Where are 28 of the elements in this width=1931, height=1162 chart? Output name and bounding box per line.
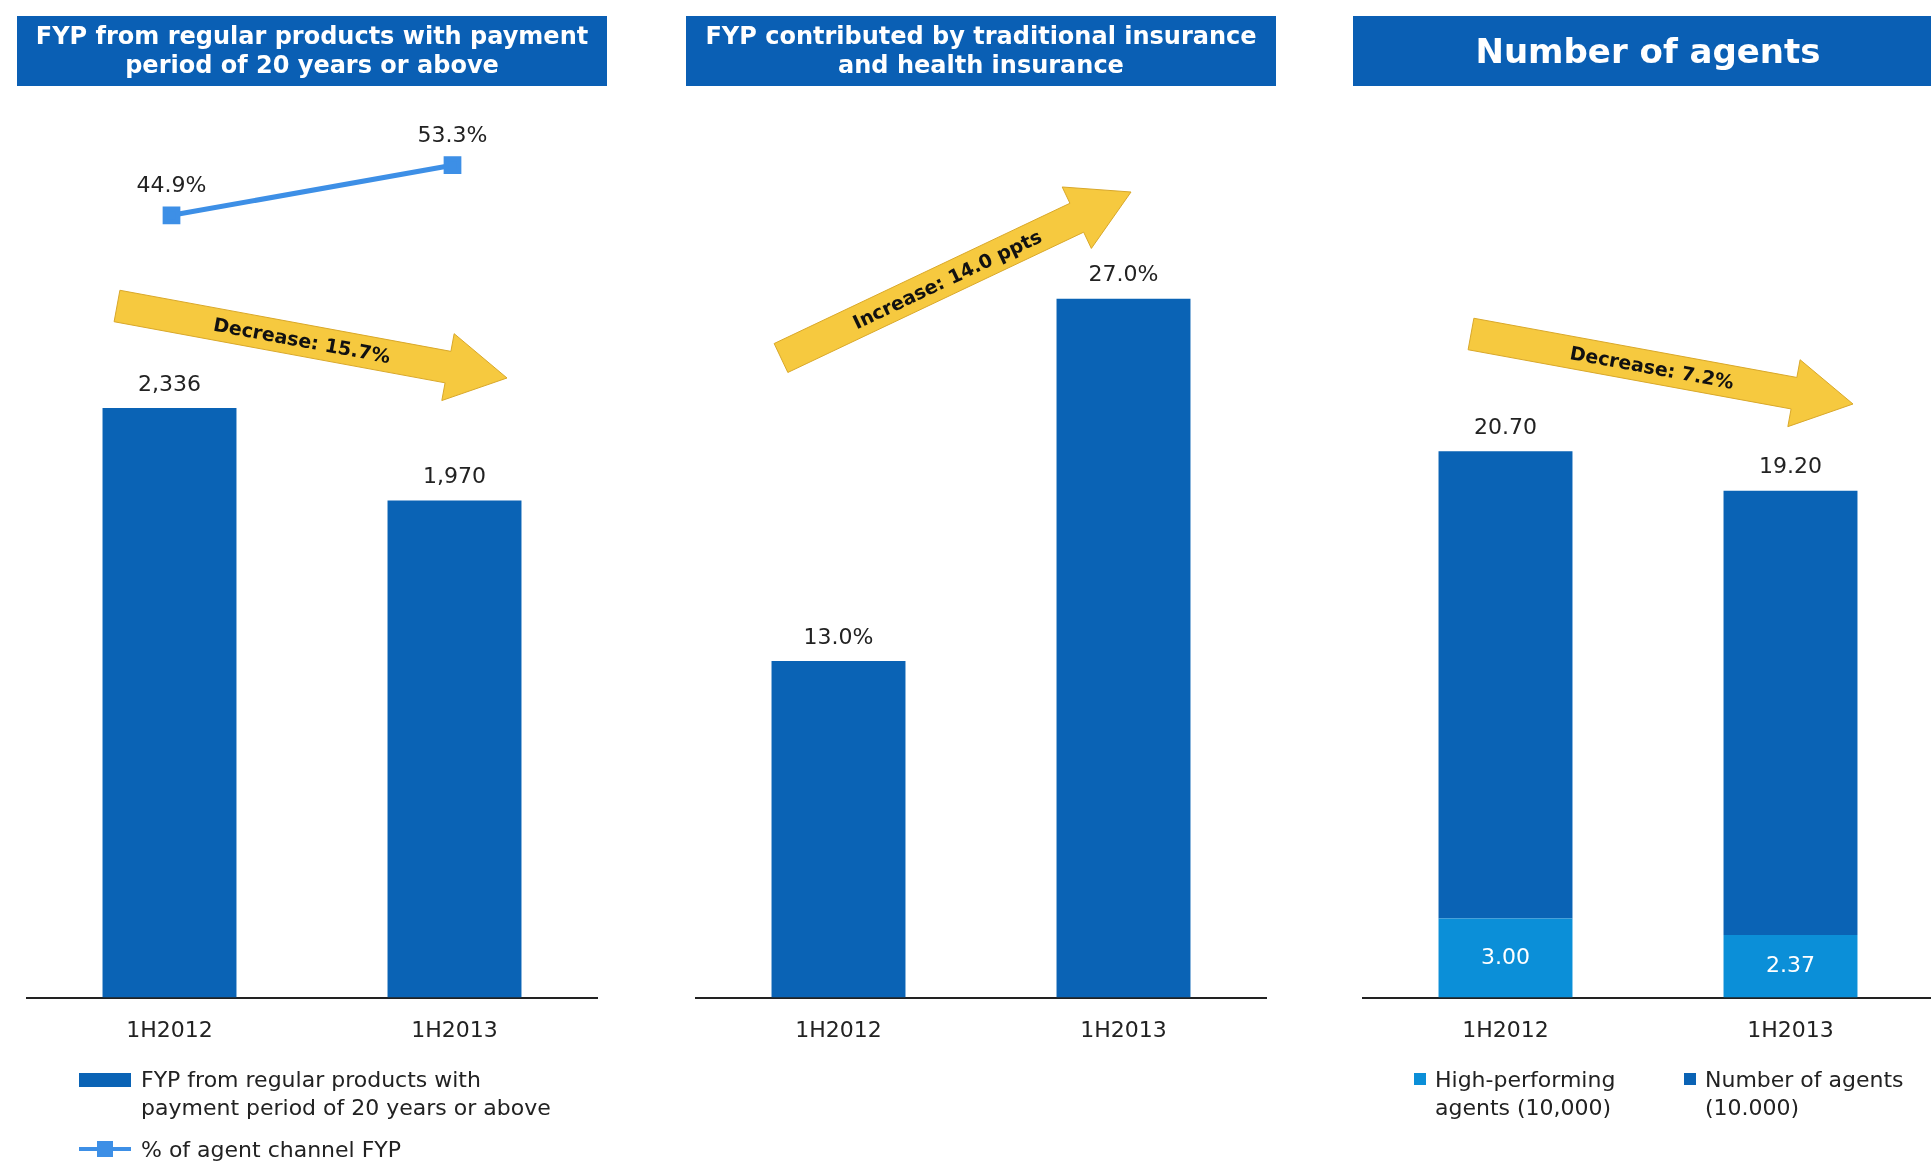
total-label: 20.70 [1474, 413, 1537, 439]
data-label: 53.3% [417, 121, 488, 147]
x-tick-label: 1H2012 [126, 1016, 213, 1042]
x-tick-label: 1H2013 [1080, 1016, 1167, 1042]
x-tick-label: 1H2012 [795, 1016, 882, 1042]
chart-title: Number of agents [1353, 16, 1931, 86]
data-label: 3.00 [1481, 943, 1530, 969]
bar [1438, 451, 1573, 919]
total-label: 19.20 [1759, 453, 1822, 479]
data-label: 27.0% [1088, 261, 1159, 287]
data-label: 2.37 [1766, 952, 1815, 978]
bar [1723, 490, 1858, 936]
bar [1723, 935, 1858, 998]
x-tick-label: 1H2013 [1747, 1016, 1834, 1042]
data-label: 44.9% [136, 172, 207, 198]
text: Decrease: 7.2% [1568, 341, 1736, 393]
legend-label: High-performing agents (10,000) [1435, 1066, 1617, 1122]
data-label: 13.0% [803, 623, 874, 649]
legend-label: FYP from regular products with payment period of 20 years or above [141, 1066, 552, 1122]
x-tick-label: 1H2012 [1462, 1016, 1549, 1042]
data-label: 1,970 [423, 463, 486, 489]
chart-title: FYP from regular products with payment period of 20 years or above [17, 16, 607, 86]
x-tick-label: 1H2013 [411, 1016, 498, 1042]
data-label: 2,336 [138, 370, 201, 396]
chart-title: FYP contributed by traditional insurance and health insurance [686, 16, 1276, 86]
legend-label: Number of agents (10.000) [1705, 1066, 1905, 1122]
legend-label: % of agent channel FYP [141, 1136, 402, 1162]
bar [1438, 918, 1573, 998]
